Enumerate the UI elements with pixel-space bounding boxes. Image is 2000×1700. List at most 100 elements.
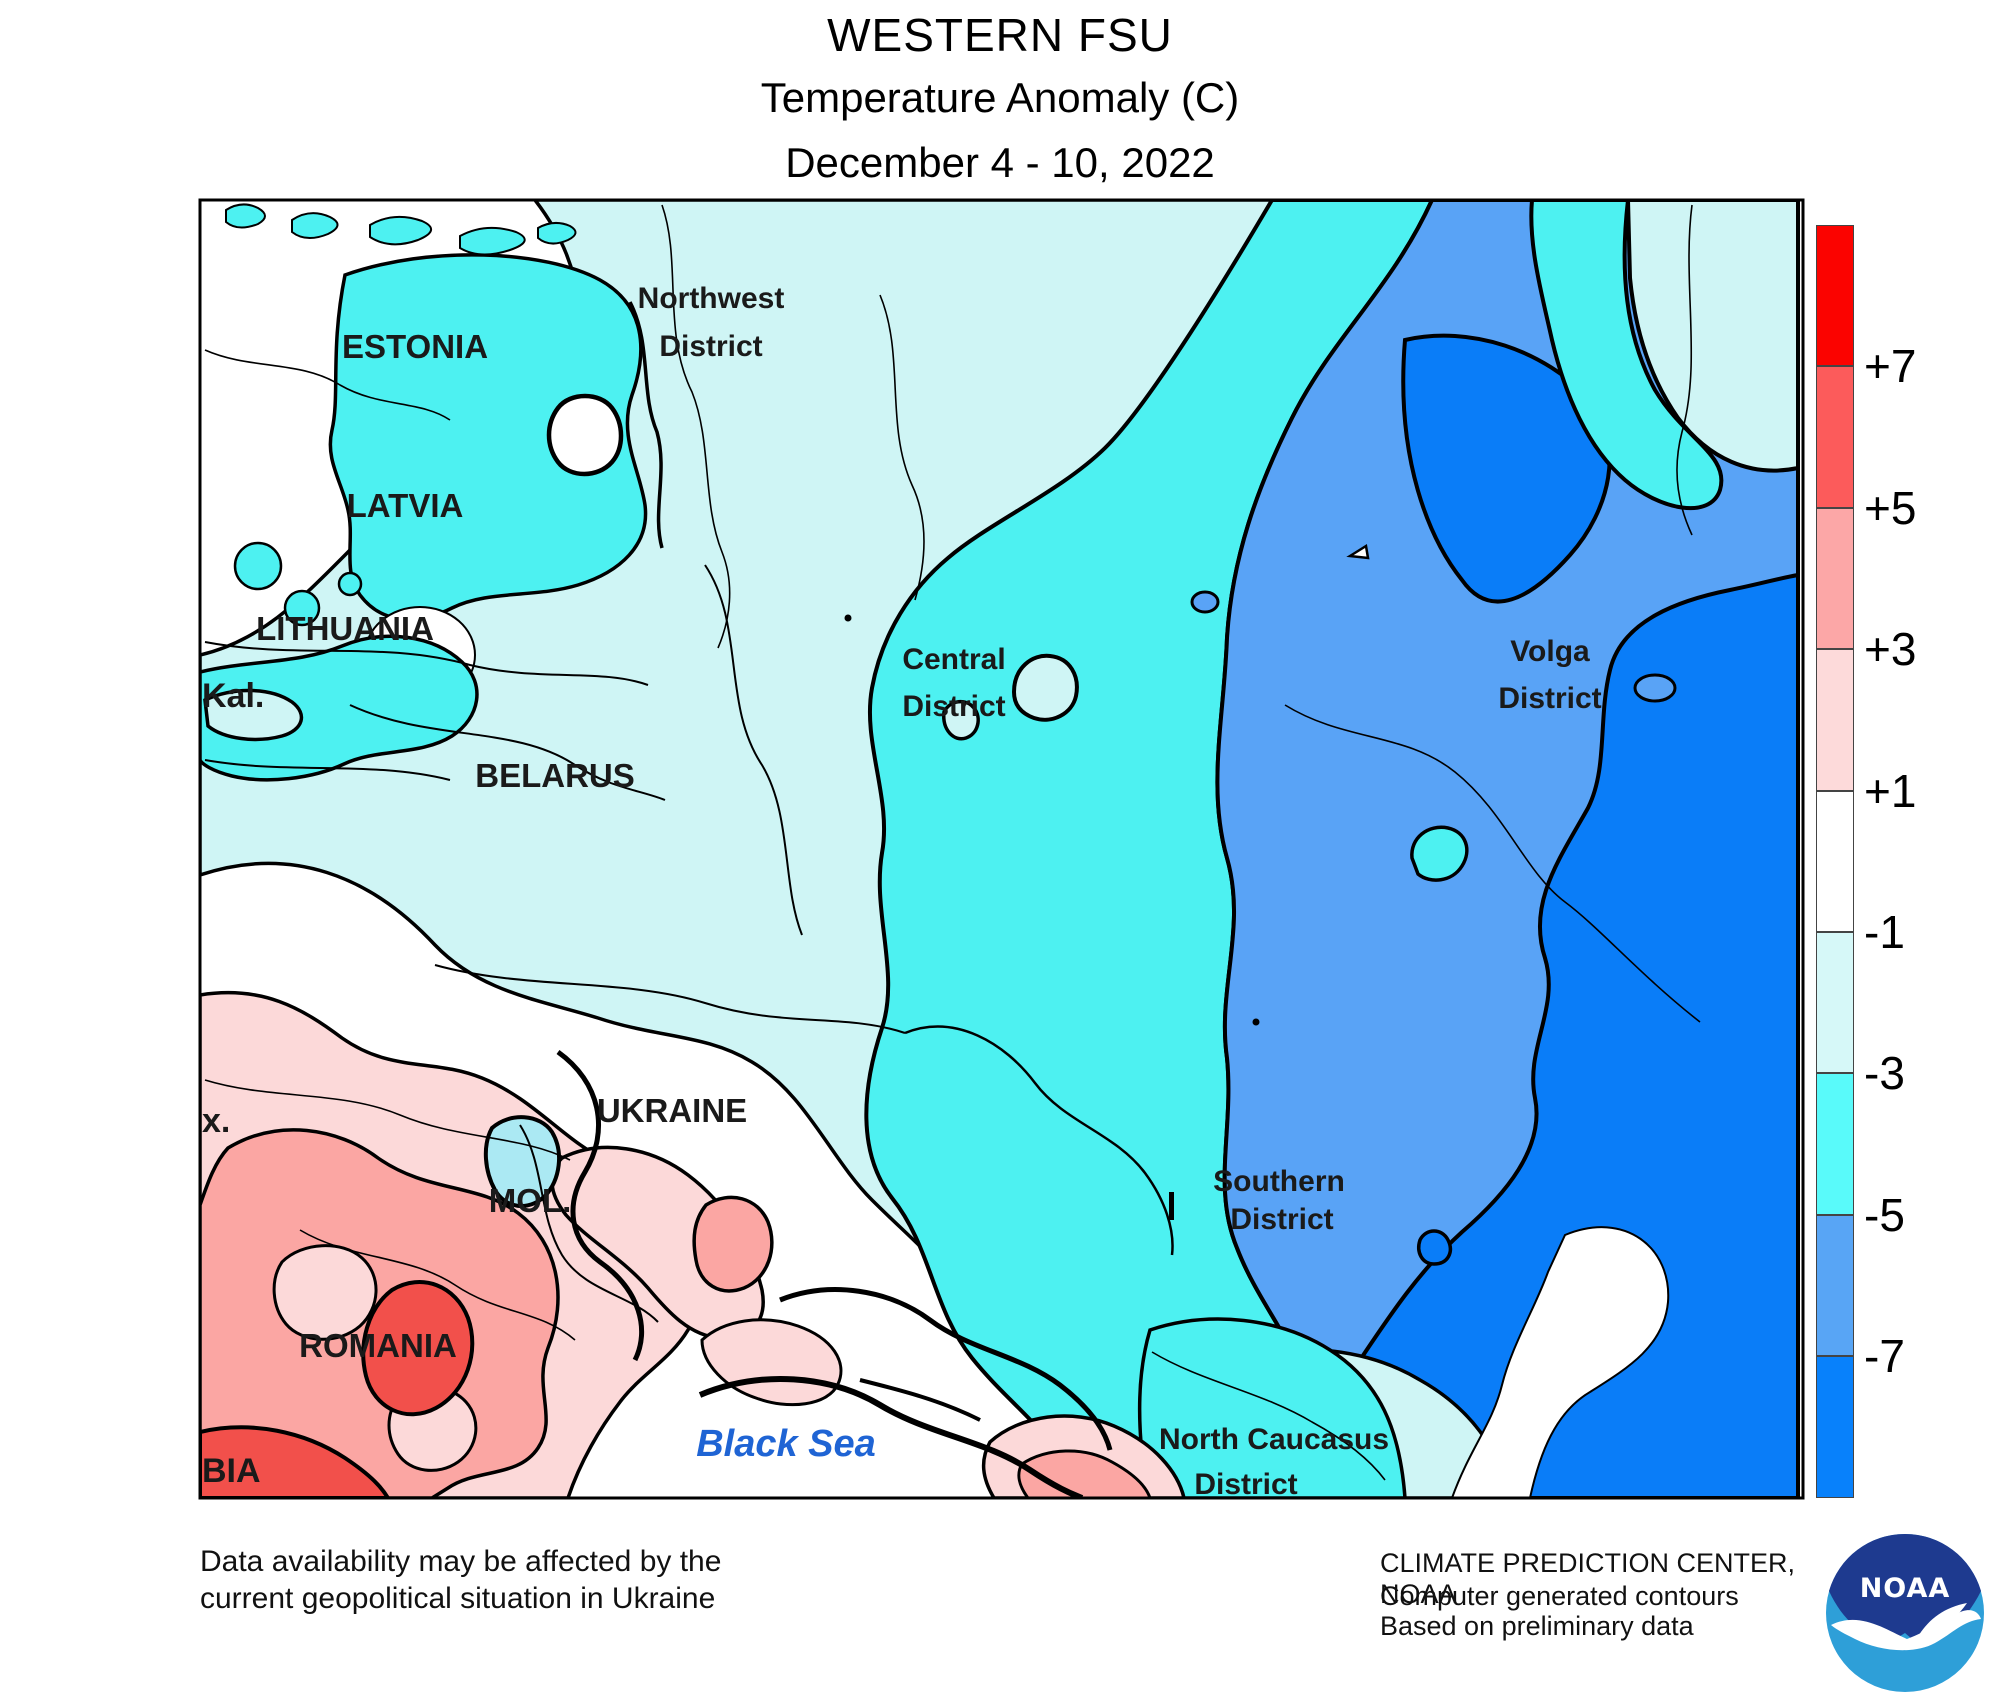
label-kaliningrad: Kal. <box>202 677 264 715</box>
label-southern-district-2: District <box>1230 1203 1333 1236</box>
island-2 <box>291 212 339 239</box>
coastline-kerch <box>859 1378 981 1422</box>
coastline-west-black-sea <box>556 1049 644 1362</box>
border-lithuania-belarus <box>349 704 666 801</box>
label-lithuania: LITHUANIA <box>256 610 434 647</box>
label-latvia: LATVIA <box>347 487 464 524</box>
border-ukraine-russia <box>904 1025 1174 1256</box>
legend-cell-m1-m3 <box>1816 931 1854 1074</box>
tiny-tick <box>1169 1192 1174 1220</box>
border-estonia-russia <box>628 301 664 549</box>
legend-label-plus7: +7 <box>1864 340 1917 392</box>
label-central-district-2: District <box>902 690 1005 723</box>
legend-label-plus3: +3 <box>1864 623 1917 675</box>
region-salmon-odessa-core <box>692 1195 774 1293</box>
coastline-azov <box>779 1287 1113 1451</box>
island-5 <box>537 222 577 245</box>
region-red-serbia <box>200 1425 391 1498</box>
map-subtitle: Temperature Anomaly (C) <box>760 74 1240 121</box>
border-belarus-ukraine <box>434 964 906 1034</box>
tiny-dot-1 <box>844 614 852 622</box>
border-caucasus <box>1151 1351 1386 1481</box>
noaa-logo-text: NOAA <box>1860 1573 1951 1604</box>
label-romania: ROMANIA <box>299 1327 457 1364</box>
island-1 <box>225 203 266 229</box>
noaa-logo-bird-wing <box>1919 1603 1967 1635</box>
border-romania-2 <box>299 1229 576 1341</box>
label-volga-district-2: District <box>1498 682 1601 715</box>
label-northwest-district-2: District <box>659 330 762 363</box>
border-baltic-coast <box>204 349 451 421</box>
border-district-nw-2 <box>879 294 925 601</box>
border-district-volga <box>1284 704 1701 1023</box>
hole-pale-central-2 <box>942 699 980 741</box>
hole-pink-a <box>272 1244 378 1341</box>
map-date-range: December 4 - 10, 2022 <box>785 139 1215 186</box>
map-title: WESTERN FSU <box>827 9 1173 61</box>
hole-white-northwest <box>546 393 624 477</box>
label-north-caucasus-district-2: District <box>1194 1468 1297 1501</box>
island-3 <box>369 215 432 246</box>
disclaimer-line-1: Data availability may be affected by the <box>200 1545 722 1578</box>
island-small <box>337 571 363 597</box>
legend-label-plus1: +1 <box>1864 765 1917 817</box>
legend-cell-below-m7 <box>1816 1356 1854 1498</box>
border-district-volga-2 <box>1676 204 1693 536</box>
credit-line-3: Based on preliminary data <box>1380 1611 1694 1641</box>
border-romania-1 <box>204 1079 571 1161</box>
legend-cell-above-7 <box>1816 225 1854 367</box>
disclaimer-line-2: current geopolitical situation in Ukrain… <box>200 1582 716 1615</box>
legend-label-plus5: +5 <box>1864 482 1917 534</box>
credit-line-2: Computer generated contours <box>1380 1581 1739 1611</box>
blob-medium-small <box>1190 590 1220 614</box>
label-central-district-1: Central <box>902 643 1005 676</box>
label-x-edge: x. <box>202 1102 230 1140</box>
legend-label-minus7: -7 <box>1864 1330 1905 1382</box>
legend-cell-m5-m7 <box>1816 1214 1854 1357</box>
label-northwest-district-1: Northwest <box>638 282 785 315</box>
label-moldova: MOL. <box>489 1182 571 1219</box>
legend-cell-3-5 <box>1816 507 1854 650</box>
label-serbia: BIA <box>202 1452 261 1490</box>
map-frame <box>198 198 1805 1500</box>
legend-label-minus1: -1 <box>1864 906 1905 958</box>
legend-label-minus3: -3 <box>1864 1047 1905 1099</box>
blob-cyan-in-medium <box>1410 825 1469 882</box>
legend-cell-m3-m5 <box>1816 1073 1854 1215</box>
region-deep-blue-northeast <box>1401 333 1612 604</box>
blob-medium-in-deep <box>1633 673 1677 703</box>
island-4 <box>459 226 526 256</box>
legend-cell-5-7 <box>1816 366 1854 508</box>
legend-colorbar <box>1816 225 1854 1498</box>
label-north-caucasus-district-1: North Caucasus <box>1159 1423 1389 1456</box>
credit-line-1: CLIMATE PREDICTION CENTER, NOAA <box>1380 1548 1796 1609</box>
noaa-logo-bird-body <box>1831 1610 1981 1651</box>
noaa-logo: NOAA <box>1826 1533 1984 1692</box>
border-moldova <box>519 1124 659 1323</box>
region-kaliningrad <box>203 688 304 742</box>
border-estonia-latvia <box>204 641 649 686</box>
region-cyan-band-northeast <box>1529 200 1724 511</box>
hole-pale-central-1 <box>1011 653 1079 722</box>
island-hiiumaa <box>283 589 321 627</box>
border-district-nw-1 <box>661 204 731 649</box>
label-estonia: ESTONIA <box>342 328 488 365</box>
label-volga-district-1: Volga <box>1510 635 1590 668</box>
label-black-sea: Black Sea <box>696 1423 876 1465</box>
label-ukraine: UKRAINE <box>597 1092 747 1129</box>
region-cyan-estonia <box>328 253 648 622</box>
region-cyan-caucasus <box>1137 1317 1407 1498</box>
legend-cell-1-3 <box>1816 649 1854 791</box>
region-red-romania-core <box>361 1280 475 1417</box>
legend-label-minus5: -5 <box>1864 1189 1905 1241</box>
region-pale-cyan-corner <box>1625 200 1800 473</box>
border-latvia-lithuania <box>204 759 451 781</box>
tiny-triangle <box>1346 543 1370 560</box>
coastline-north-black-sea <box>698 1375 1084 1498</box>
tiny-dot-2 <box>1252 1018 1260 1026</box>
caspian-white <box>1450 1226 1670 1498</box>
blob-deep-in-medium <box>1417 1229 1453 1266</box>
island-saaremaa <box>233 541 283 591</box>
